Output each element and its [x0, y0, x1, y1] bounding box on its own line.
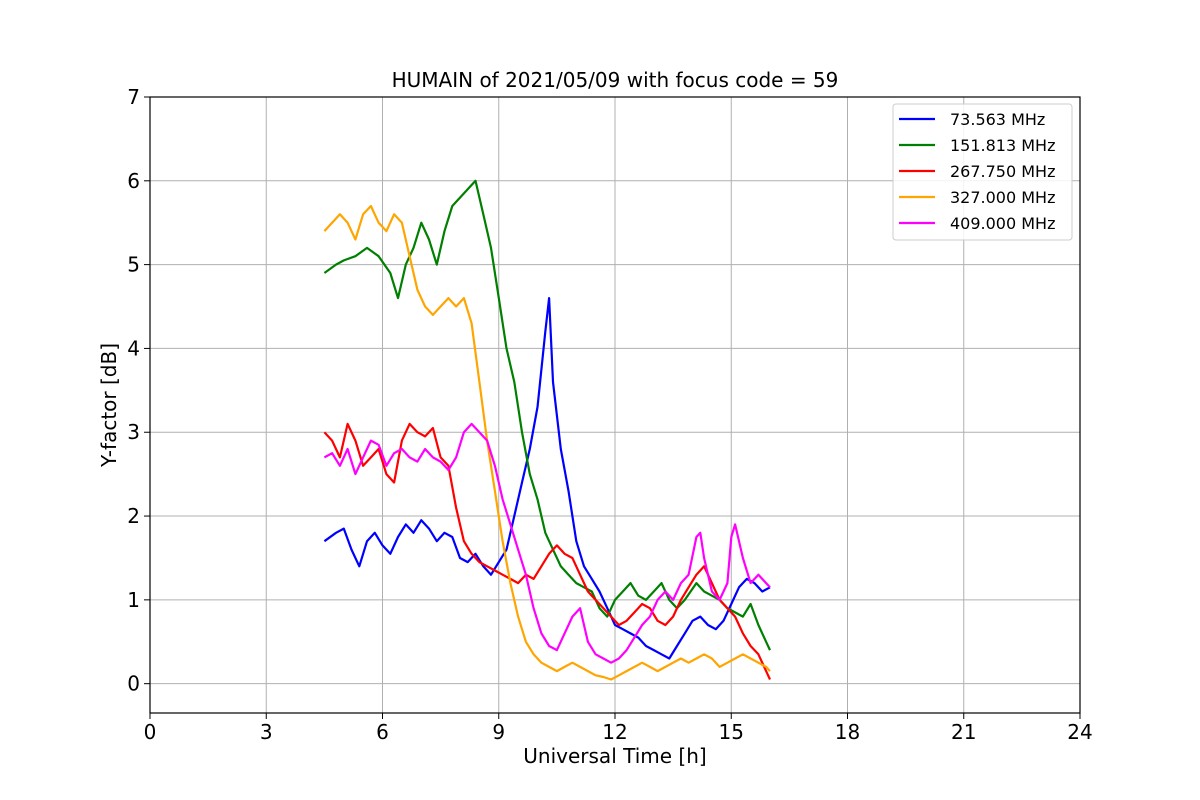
series-line-2 [323, 179, 771, 651]
y-tick-label: 4 [127, 336, 140, 360]
legend-label: 267.750 MHz [950, 162, 1055, 181]
legend-label: 151.813 MHz [950, 136, 1055, 155]
x-tick-label: 12 [602, 720, 627, 744]
y-axis: 0 1 2 3 4 5 6 7 [127, 85, 150, 696]
chart-title: HUMAIN of 2021/05/09 with focus code = 5… [392, 68, 839, 92]
y-tick-label: 1 [127, 588, 140, 612]
x-tick-label: 21 [951, 720, 976, 744]
y-tick-label: 2 [127, 504, 140, 528]
y-tick-label: 5 [127, 253, 140, 277]
series-layer [323, 179, 771, 681]
legend-label: 409.000 MHz [950, 214, 1055, 233]
y-axis-label: Y-factor [dB] [97, 343, 121, 468]
x-tick-label: 3 [260, 720, 273, 744]
x-tick-label: 24 [1067, 720, 1092, 744]
y-tick-label: 0 [127, 672, 140, 696]
legend: 73.563 MHz 151.813 MHz 267.750 MHz 327.000 … [892, 103, 1073, 241]
series-line-4 [323, 204, 771, 681]
series-line-5 [323, 422, 771, 664]
series-line-1 [323, 297, 771, 660]
x-tick-label: 9 [492, 720, 505, 744]
x-tick-label: 15 [719, 720, 744, 744]
x-axis-label: Universal Time [h] [523, 744, 706, 768]
y-tick-label: 6 [127, 169, 140, 193]
series-line-3 [323, 422, 771, 680]
legend-box [892, 103, 1073, 241]
x-tick-label: 6 [376, 720, 389, 744]
y-tick-label: 7 [127, 85, 140, 109]
legend-label: 327.000 MHz [950, 188, 1055, 207]
x-axis: 0 3 6 9 12 15 18 21 24 [144, 713, 1093, 744]
y-tick-label: 3 [127, 420, 140, 444]
x-tick-label: 0 [144, 720, 157, 744]
legend-label: 73.563 MHz [950, 110, 1045, 129]
x-tick-label: 18 [835, 720, 860, 744]
